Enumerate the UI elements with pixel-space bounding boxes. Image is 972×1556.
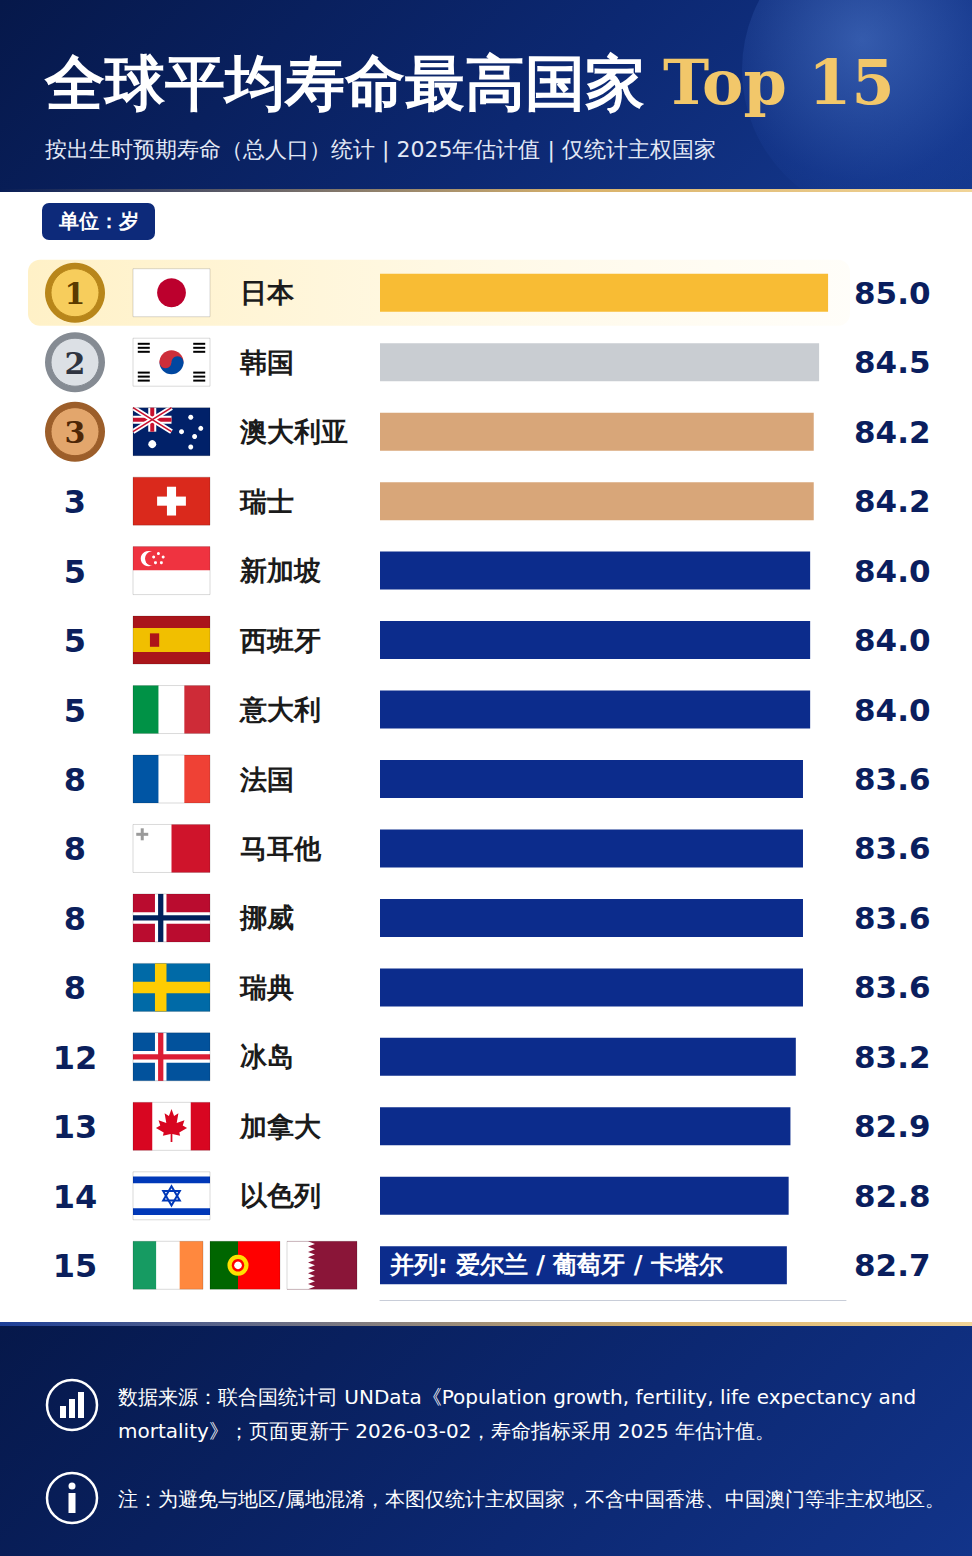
svg-text:3: 3: [64, 483, 86, 521]
svg-text:13: 13: [53, 1108, 98, 1146]
svg-text:3: 3: [65, 415, 86, 450]
svg-text:82.9: 82.9: [854, 1108, 931, 1144]
svg-text:马耳他: 马耳他: [240, 833, 322, 864]
svg-text:83.6: 83.6: [854, 761, 931, 797]
svg-text:83.6: 83.6: [854, 900, 931, 936]
svg-text:挪威: 挪威: [239, 902, 294, 933]
svg-text:5: 5: [64, 622, 86, 660]
svg-text:12: 12: [53, 1039, 98, 1077]
svg-text:84.2: 84.2: [854, 414, 931, 450]
svg-text:冰岛: 冰岛: [240, 1041, 294, 1072]
svg-text:83.6: 83.6: [854, 969, 931, 1005]
svg-text:82.8: 82.8: [854, 1178, 931, 1214]
svg-text:84.2: 84.2: [854, 483, 931, 519]
svg-text:84.0: 84.0: [854, 553, 931, 589]
svg-text:以色列: 以色列: [240, 1180, 321, 1211]
svg-text:瑞典: 瑞典: [239, 972, 294, 1003]
svg-text:82.7: 82.7: [854, 1247, 931, 1283]
svg-text:法国: 法国: [239, 764, 294, 795]
svg-text:8: 8: [64, 900, 86, 938]
svg-text:日本: 日本: [240, 277, 295, 308]
svg-text:15: 15: [53, 1247, 98, 1285]
svg-text:8: 8: [64, 969, 86, 1007]
svg-text:5: 5: [64, 692, 86, 730]
html-text:注：为避免与地区/属地混淆，本图仅统计主权国家，不含中国香港: 注：为避免与地区/属地混淆，本图仅统计主权国家，不含中国香港、中国澳门等非主权地…: [118, 1487, 945, 1511]
svg-text:85.0: 85.0: [854, 275, 931, 311]
svg-text:1: 1: [65, 276, 86, 311]
html-text:数据来源：联合国统计司 UNData《Population: 数据来源：联合国统计司 UNData《Population growth, fe…: [118, 1385, 917, 1443]
svg-text:瑞士: 瑞士: [239, 486, 294, 517]
svg-text:澳大利亚: 澳大利亚: [239, 416, 348, 447]
svg-text:5: 5: [64, 553, 86, 591]
svg-text:意大利: 意大利: [239, 694, 321, 725]
svg-text:8: 8: [64, 830, 86, 868]
svg-text:2: 2: [65, 346, 86, 381]
svg-text:84.0: 84.0: [854, 622, 931, 658]
svg-text:84.0: 84.0: [854, 692, 931, 728]
svg-text:新加坡: 新加坡: [239, 555, 321, 586]
html-text:按出生时预期寿命（总人口）统计 | 2025年估计值 | 仅: 按出生时预期寿命（总人口）统计 | 2025年估计值 | 仅统计主权国家: [45, 137, 716, 162]
svg-text:韩国: 韩国: [239, 347, 294, 378]
svg-text:84.5: 84.5: [854, 344, 931, 380]
html-text:全球平均寿命最高国家 Top 15: 全球平均寿命最高国家 Top 15: [45, 46, 895, 119]
svg-text:并列: 爱尔兰 / 葡萄牙 / 卡塔尔: 并列: 爱尔兰 / 葡萄牙 / 卡塔尔: [389, 1251, 724, 1279]
svg-text:83.6: 83.6: [854, 830, 931, 866]
svg-text:83.2: 83.2: [854, 1039, 931, 1075]
svg-text:14: 14: [53, 1178, 98, 1216]
html-text:单位：岁: 单位：岁: [58, 209, 139, 233]
svg-text:西班牙: 西班牙: [239, 625, 321, 656]
svg-text:8: 8: [64, 761, 86, 799]
svg-text:加拿大: 加拿大: [239, 1111, 322, 1142]
